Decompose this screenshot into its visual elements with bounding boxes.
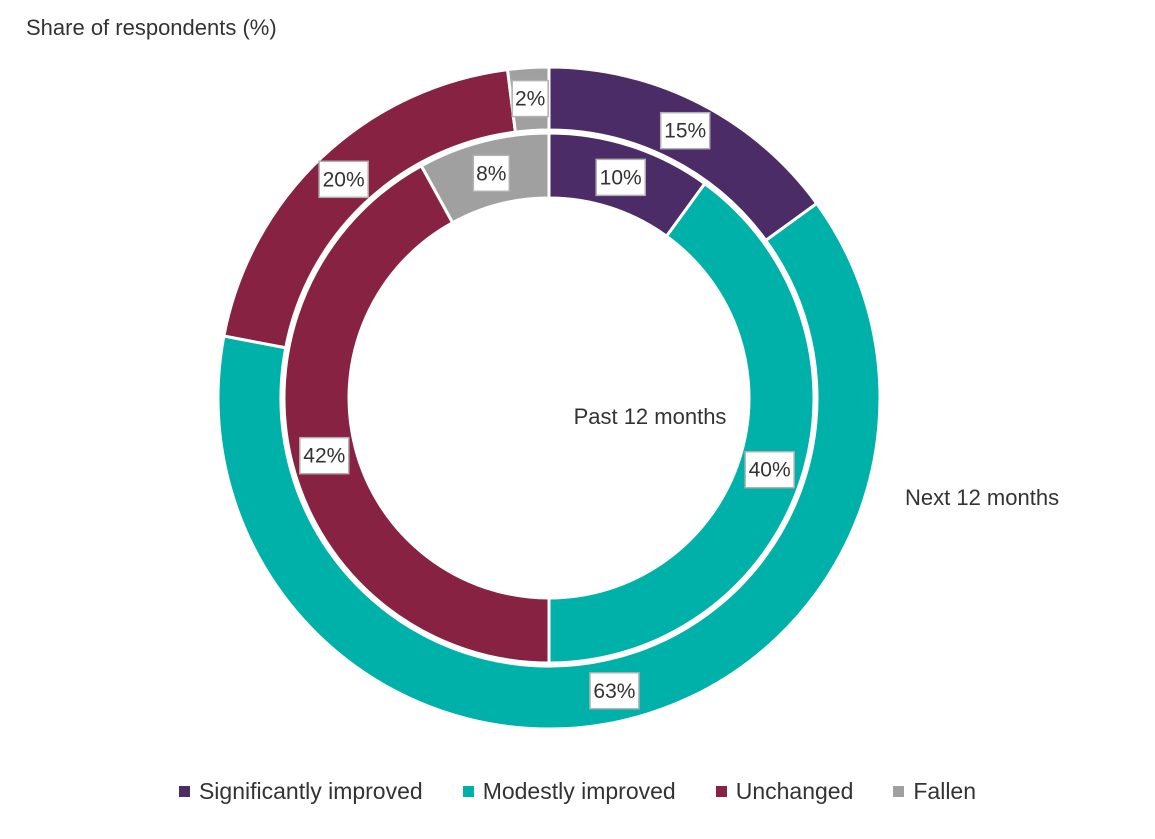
data-label-outer-modestly-improved: 63% <box>589 672 640 710</box>
legend-item-fallen[interactable]: Fallen <box>893 778 976 805</box>
legend-item-modestly-improved[interactable]: Modestly improved <box>462 778 676 805</box>
series-label-next-12-months: Next 12 months <box>905 485 1059 510</box>
chart-subtitle: Share of respondents (%) <box>26 15 277 40</box>
legend-label: Fallen <box>913 778 977 804</box>
slice-inner-modestly-improved[interactable] <box>547 181 816 665</box>
legend-swatch <box>715 786 727 797</box>
legend-swatch <box>893 786 905 797</box>
data-label-inner-fallen: 8% <box>472 154 511 193</box>
svg-text:2%: 2% <box>515 88 545 111</box>
svg-text:15%: 15% <box>664 120 706 143</box>
svg-text:42%: 42% <box>303 445 345 468</box>
legend-item-significantly-improved[interactable]: Significantly improved <box>178 778 423 805</box>
data-label-outer-significantly-improved: 15% <box>659 111 711 150</box>
chart-legend: Significantly improved Modestly improved… <box>0 778 1155 805</box>
legend-label: Significantly improved <box>198 778 423 804</box>
data-label-outer-fallen: 2% <box>511 79 549 118</box>
slice-inner-unchanged[interactable] <box>282 163 551 665</box>
slice-outer-modestly-improved[interactable] <box>216 201 882 731</box>
data-label-outer-unchanged: 20% <box>318 160 369 199</box>
legend-item-unchanged[interactable]: Unchanged <box>715 778 854 805</box>
legend-swatch <box>178 786 190 797</box>
svg-text:8%: 8% <box>476 162 506 185</box>
legend-swatch <box>462 786 474 797</box>
svg-text:10%: 10% <box>600 166 642 189</box>
svg-text:40%: 40% <box>749 459 791 482</box>
data-label-inner-unchanged: 42% <box>299 436 350 475</box>
data-label-inner-modestly-improved: 40% <box>744 450 795 489</box>
legend-label: Modestly improved <box>482 778 676 804</box>
series-label-past-12-months: Past 12 months <box>574 404 727 429</box>
legend-label: Unchanged <box>735 778 854 804</box>
svg-text:20%: 20% <box>323 168 365 191</box>
data-label-inner-significantly-improved: 10% <box>595 158 646 197</box>
svg-text:63%: 63% <box>593 680 635 703</box>
